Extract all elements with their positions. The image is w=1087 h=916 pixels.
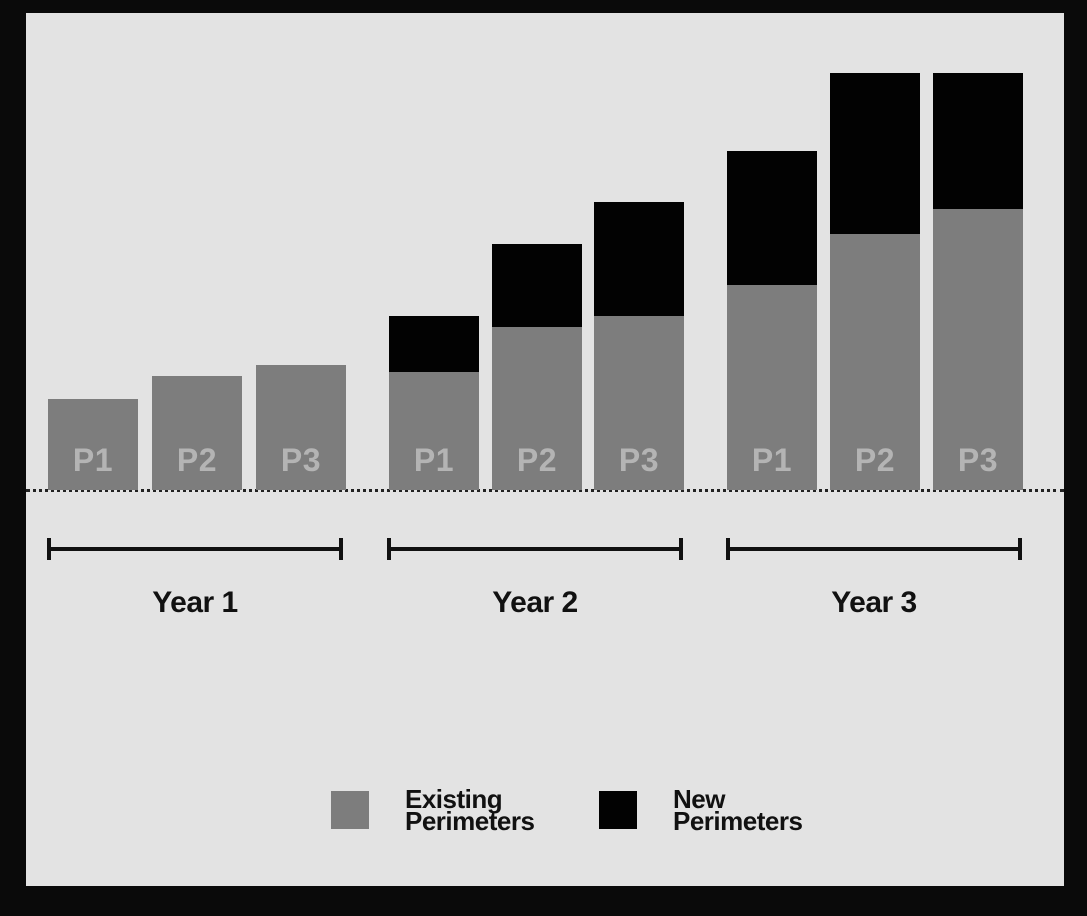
bar-year-2-p2: P2 [492, 244, 582, 490]
segment-new-perimeters [933, 73, 1023, 209]
segment-existing-perimeters: P2 [830, 234, 920, 490]
bar-label: P3 [618, 442, 660, 478]
segment-new-perimeters [727, 151, 817, 285]
existing-perimeters-label: Existing Perimeters [405, 784, 535, 836]
bar-year-1-p3: P3 [256, 365, 346, 490]
bar-label: P3 [280, 442, 322, 478]
year-3-label: Year 3 [831, 586, 917, 619]
chart-panel: P1 P2 P3 P1 P2 P3 P1 P2 P3 Year 1 Year 2 Year 3 … [26, 13, 1064, 886]
bar-label: P1 [751, 442, 793, 478]
bar-year-3-p3: P3 [933, 73, 1023, 490]
year-2-label: Year 2 [492, 586, 578, 619]
segment-existing-perimeters: P2 [152, 376, 242, 490]
year-1-bracket-line [51, 547, 339, 551]
segment-existing-perimeters: P3 [594, 316, 684, 490]
bar-label: P1 [413, 442, 455, 478]
bar-year-2-p3: P3 [594, 202, 684, 490]
year-3-bracket [726, 538, 1022, 560]
bar-label: P3 [957, 442, 999, 478]
new-perimeters-swatch [599, 791, 637, 829]
segment-new-perimeters [594, 202, 684, 316]
year-1-label: Year 1 [152, 586, 238, 619]
segment-existing-perimeters: P3 [933, 209, 1023, 490]
segment-new-perimeters [389, 316, 479, 372]
bar-year-1-p1: P1 [48, 399, 138, 490]
bar-year-3-p2: P2 [830, 73, 920, 490]
bar-label: P1 [72, 442, 114, 478]
bar-year-1-p2: P2 [152, 376, 242, 490]
existing-perimeters-swatch [331, 791, 369, 829]
segment-existing-perimeters: P1 [48, 399, 138, 490]
segment-existing-perimeters: P1 [727, 285, 817, 490]
year-2-bracket [387, 538, 683, 560]
legend-item-new-perimeters: New Perimeters [599, 784, 848, 836]
segment-new-perimeters [830, 73, 920, 234]
year-1-zone: Year 1 [47, 538, 343, 620]
bar-label: P2 [854, 442, 896, 478]
segment-existing-perimeters: P1 [389, 372, 479, 490]
legend-item-existing-perimeters: Existing Perimeters [331, 784, 580, 836]
year-1-bracket [47, 538, 343, 560]
bar-label: P2 [176, 442, 218, 478]
segment-existing-perimeters: P3 [256, 365, 346, 490]
new-perimeters-label: New Perimeters [673, 784, 803, 836]
bar-label: P2 [516, 442, 558, 478]
baseline-dotted-line [26, 489, 1064, 492]
bar-year-3-p1: P1 [727, 151, 817, 490]
segment-existing-perimeters: P2 [492, 327, 582, 490]
segment-new-perimeters [492, 244, 582, 327]
bar-plot: P1 P2 P3 P1 P2 P3 P1 P2 P3 [26, 13, 1064, 886]
year-2-bracket-line [391, 547, 679, 551]
year-2-zone: Year 2 [387, 538, 683, 620]
year-3-bracket-line [730, 547, 1018, 551]
year-3-zone: Year 3 [726, 538, 1022, 620]
bar-year-2-p1: P1 [389, 316, 479, 490]
